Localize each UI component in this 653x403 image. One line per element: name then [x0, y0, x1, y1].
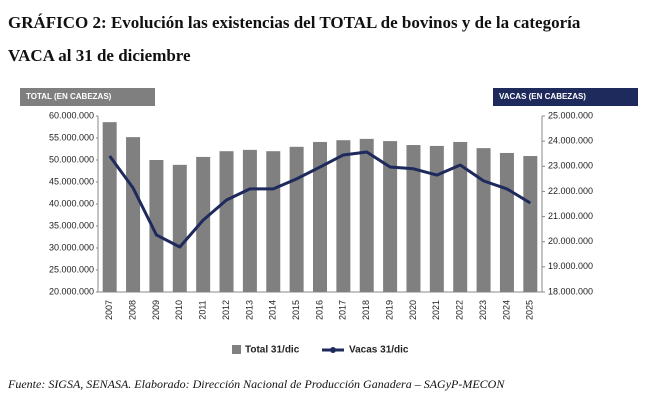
y-tick-label: 25.000.000: [49, 264, 94, 274]
y2-label-box: [493, 88, 638, 106]
legend-swatch: [232, 345, 241, 354]
x-tick-label: 2022: [455, 300, 465, 320]
x-tick-label: 2025: [525, 300, 535, 320]
x-tick-label: 2012: [221, 300, 231, 320]
x-tick-label: 2020: [408, 300, 418, 320]
bar: [336, 140, 351, 292]
x-tick-label: 2021: [431, 300, 441, 320]
bar: [242, 149, 257, 292]
bar: [126, 137, 141, 292]
x-tick-label: 2014: [268, 300, 278, 320]
y-tick-label: 60.000.000: [49, 110, 94, 120]
bar: [219, 151, 234, 292]
x-tick-label: 2017: [338, 300, 348, 320]
x-tick-label: 2009: [151, 300, 161, 320]
bar: [383, 141, 398, 292]
y-axis-label: TOTAL (EN CABEZAS): [26, 92, 112, 101]
bar: [149, 160, 164, 292]
bar: [406, 145, 421, 292]
y-label-box: [20, 88, 155, 106]
x-tick-label: 2007: [104, 300, 114, 320]
bar: [102, 122, 117, 292]
bar: [453, 141, 468, 292]
y2-tick-label: 20.000.000: [548, 236, 593, 246]
y-tick-label: 45.000.000: [49, 176, 94, 186]
x-tick-label: 2013: [244, 300, 254, 320]
legend-label: Total 31/dic: [245, 345, 300, 356]
legend-swatch: [330, 347, 336, 353]
y-tick-label: 40.000.000: [49, 198, 94, 208]
y-tick-label: 20.000.000: [49, 286, 94, 296]
y2-tick-label: 22.000.000: [548, 186, 593, 196]
x-tick-label: 2023: [478, 300, 488, 320]
bar: [289, 146, 304, 292]
y2-tick-label: 18.000.000: [548, 286, 593, 296]
bar: [313, 141, 327, 292]
y-tick-label: 55.000.000: [49, 132, 94, 142]
x-tick-label: 2024: [501, 300, 511, 320]
y2-axis-label: VACAS (EN CABEZAS): [499, 92, 586, 101]
x-tick-label: 2011: [198, 300, 208, 319]
source-note: Fuente: SIGSA, SENASA. Elaborado: Direcc…: [7, 377, 505, 391]
legend-label: Vacas 31/dic: [349, 345, 409, 356]
x-tick-label: 2019: [384, 300, 394, 320]
y-tick-label: 35.000.000: [49, 220, 94, 230]
chart-title: GRÁFICO 2: Evolución las existencias del…: [8, 13, 581, 32]
x-tick-label: 2008: [127, 300, 137, 320]
chart-subtitle: VACA al 31 de diciembre: [8, 46, 191, 65]
bar: [196, 156, 211, 292]
y2-tick-label: 24.000.000: [548, 136, 593, 146]
y-tick-label: 50.000.000: [49, 154, 94, 164]
x-tick-label: 2018: [361, 300, 371, 320]
bar: [523, 156, 538, 292]
bar: [172, 164, 187, 292]
y2-tick-label: 23.000.000: [548, 161, 593, 171]
y-tick-label: 30.000.000: [49, 242, 94, 252]
x-tick-label: 2016: [314, 300, 324, 320]
x-tick-label: 2015: [291, 300, 301, 320]
x-tick-label: 2010: [174, 300, 184, 320]
bar: [499, 152, 514, 292]
y2-tick-label: 25.000.000: [548, 110, 593, 120]
bar: [266, 151, 281, 292]
bar: [359, 138, 374, 292]
bar: [476, 148, 491, 292]
bar: [429, 145, 444, 292]
line: [108, 150, 532, 249]
y2-tick-label: 19.000.000: [548, 261, 593, 271]
y2-tick-label: 21.000.000: [548, 211, 593, 221]
